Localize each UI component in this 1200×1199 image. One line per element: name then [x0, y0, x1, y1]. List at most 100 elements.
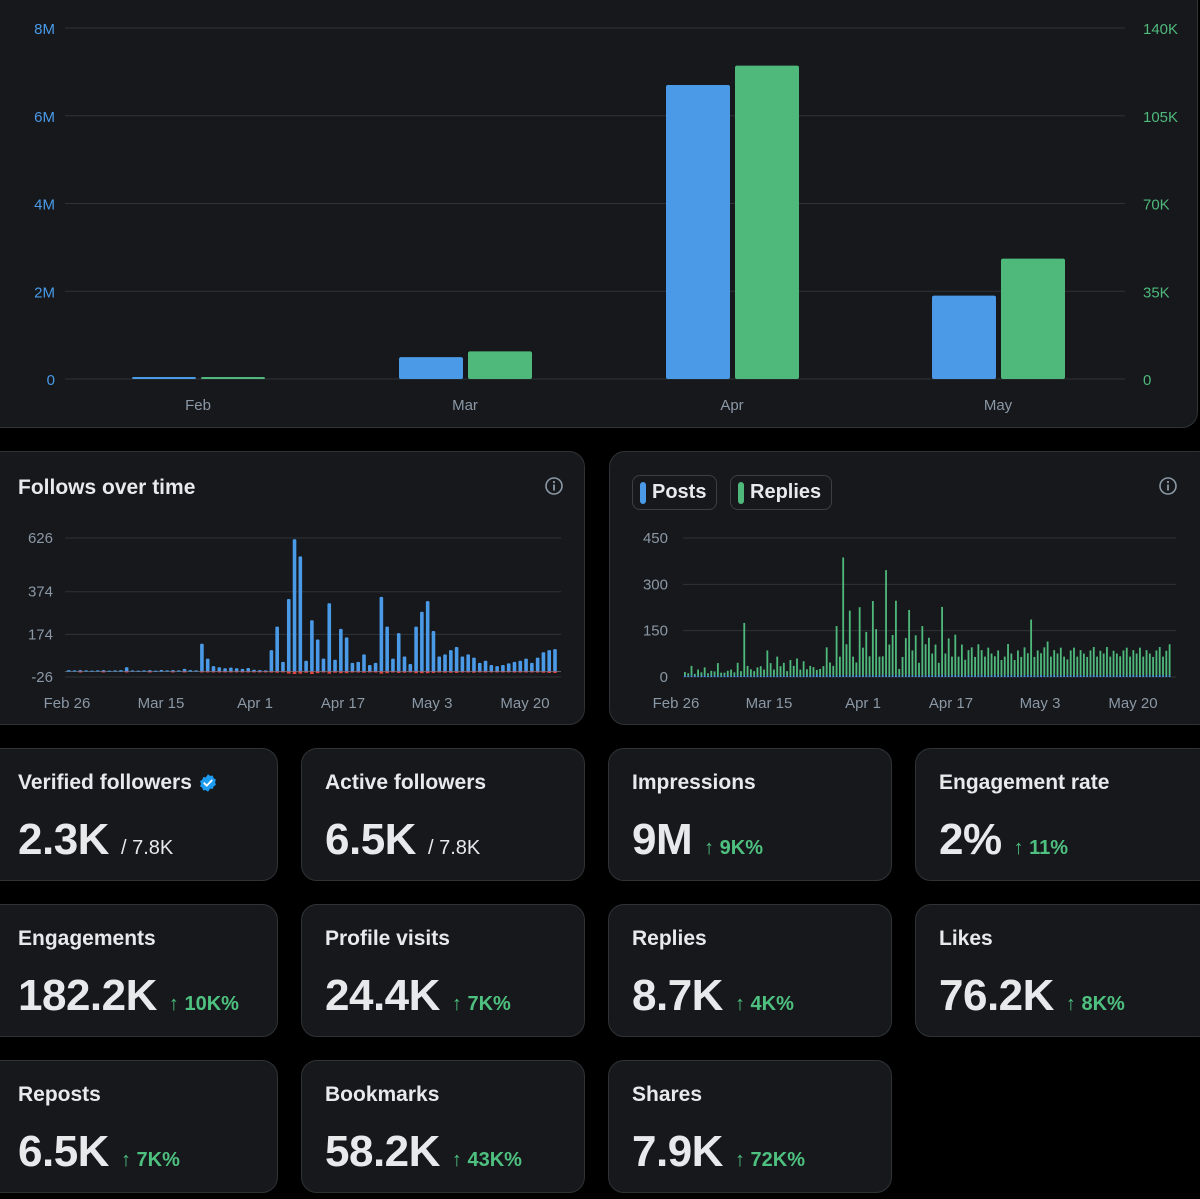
follow-bar	[477, 662, 482, 672]
stat-card-active-followers[interactable]: Active followers 6.5K / 7.8K	[301, 748, 585, 881]
reply-bar	[812, 667, 815, 675]
stat-label-text: Replies	[632, 927, 707, 950]
reply-bar	[759, 666, 762, 676]
post-bar	[1059, 675, 1062, 677]
post-bar	[1162, 675, 1164, 677]
stat-card-replies[interactable]: Replies 8.7K ↑ 4K%	[608, 904, 892, 1037]
follow-bar	[483, 660, 488, 672]
reply-bar	[967, 650, 970, 675]
follow-bar	[460, 656, 465, 672]
post-bar	[1112, 675, 1115, 677]
post-bar	[1135, 675, 1138, 677]
bar-right-series	[735, 65, 799, 379]
stat-label: Active followers	[325, 771, 486, 795]
unfollow-bar	[373, 671, 378, 673]
follow-bar	[402, 656, 407, 672]
follow-bar	[431, 630, 436, 672]
follow-bar	[188, 670, 193, 672]
stat-change: ↑ 10K%	[168, 993, 239, 1015]
stat-card-bookmarks[interactable]: Bookmarks 58.2K ↑ 43K%	[301, 1060, 585, 1193]
unfollow-bar	[252, 671, 256, 673]
x-axis-tick-label: Mar 15	[138, 695, 185, 712]
reply-bar	[773, 669, 775, 676]
stat-card-engagement-rate[interactable]: Engagement rate 2% ↑ 11%	[915, 748, 1200, 881]
reply-bar	[1129, 656, 1131, 676]
stat-label: Profile visits	[325, 927, 450, 951]
post-bar	[1026, 674, 1029, 677]
stat-card-impressions[interactable]: Impressions 9M ↑ 9K%	[608, 748, 892, 881]
post-bar	[809, 675, 812, 677]
unfollow-bar	[454, 671, 459, 673]
post-bar	[990, 675, 993, 677]
follow-bar	[535, 657, 540, 672]
post-bar	[1102, 675, 1105, 677]
post-bar	[1155, 675, 1158, 677]
stat-card-verified-followers[interactable]: Verified followers 2.3K / 7.8K	[0, 748, 278, 881]
stat-label-text: Impressions	[632, 771, 756, 794]
unfollow-bar	[495, 671, 499, 673]
info-icon[interactable]	[1158, 476, 1178, 496]
legend-posts[interactable]: Posts	[632, 475, 718, 510]
reply-bar	[779, 666, 782, 676]
post-bar	[1053, 674, 1056, 677]
reply-bar	[914, 635, 917, 676]
unfollow-bar	[518, 671, 523, 673]
post-bar	[1158, 674, 1161, 677]
post-bar	[693, 675, 696, 677]
left-axis-tick-label: 8M	[34, 21, 55, 38]
post-bar	[862, 675, 864, 677]
reply-bar	[838, 656, 841, 676]
stat-card-engagements[interactable]: Engagements 182.2K ↑ 10K%	[0, 904, 278, 1037]
stat-label-text: Likes	[939, 927, 993, 950]
post-bar	[1069, 675, 1072, 677]
follow-bar	[321, 658, 326, 672]
follow-bar	[489, 665, 494, 672]
follow-bar	[530, 662, 534, 672]
stat-card-profile-visits[interactable]: Profile visits 24.4K ↑ 7K%	[301, 904, 585, 1037]
reply-bar	[855, 662, 858, 675]
post-bar	[1129, 675, 1131, 677]
post-bar	[1165, 675, 1168, 677]
reply-bar	[1053, 650, 1056, 675]
stat-value: 76.2K	[939, 971, 1054, 1020]
stat-card-shares[interactable]: Shares 7.9K ↑ 72K%	[608, 1060, 892, 1193]
post-bar	[1036, 675, 1039, 677]
follows-over-time-card: Follows over time -26 174 374 626 Feb 26 Mar …	[0, 451, 585, 725]
unfollow-bar	[501, 671, 505, 673]
post-bar	[776, 675, 779, 677]
post-bar	[977, 675, 980, 677]
stat-change: ↑ 7K%	[451, 993, 511, 1015]
reply-bar	[829, 662, 831, 675]
stat-card-reposts[interactable]: Reposts 6.5K ↑ 7K%	[0, 1060, 278, 1193]
post-bar	[1132, 674, 1135, 677]
post-bar	[868, 674, 871, 677]
post-bar	[845, 675, 848, 677]
reply-bar	[941, 606, 944, 675]
stat-value: 6.5K	[325, 815, 416, 864]
reply-bar	[1086, 656, 1089, 676]
reply-bar	[1079, 650, 1082, 675]
y-axis-tick-label: -26	[31, 669, 53, 686]
post-bar	[855, 674, 858, 677]
follow-bar	[466, 654, 470, 672]
reply-bar	[888, 644, 891, 676]
post-bar	[1020, 675, 1023, 677]
follow-bar	[512, 661, 517, 672]
unfollow-bar	[223, 671, 227, 673]
y-axis-tick-label: 0	[660, 669, 668, 686]
post-bar	[1007, 674, 1009, 677]
reply-bar	[687, 673, 690, 676]
post-bar	[1013, 675, 1016, 677]
unfollow-bar	[240, 671, 245, 673]
stat-change: ↑ 8K%	[1065, 993, 1125, 1015]
reply-bar	[1033, 656, 1036, 676]
follow-bar	[518, 660, 523, 672]
post-bar	[987, 675, 990, 677]
legend-posts-swatch	[640, 481, 646, 504]
stat-card-likes[interactable]: Likes 76.2K ↑ 8K%	[915, 904, 1200, 1037]
legend-replies[interactable]: Replies	[730, 475, 833, 510]
follows-chart-title: Follows over time	[18, 476, 196, 499]
post-bar	[1125, 675, 1128, 677]
info-icon[interactable]	[544, 476, 564, 496]
bar-right-series	[201, 377, 265, 379]
